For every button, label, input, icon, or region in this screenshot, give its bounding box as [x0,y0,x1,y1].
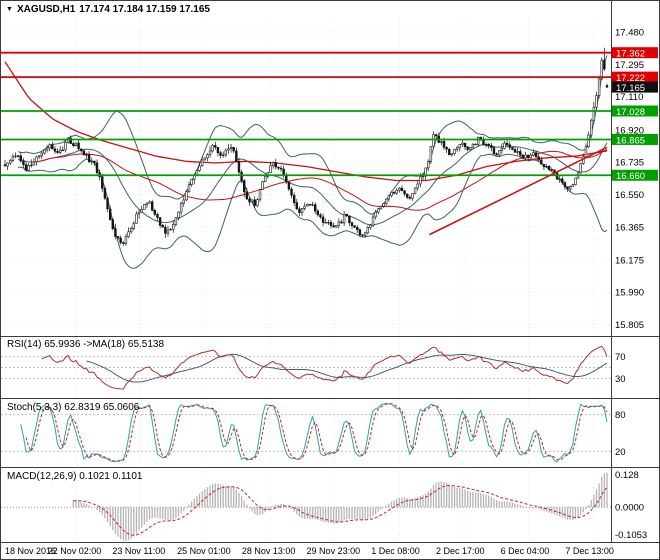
time-axis-label: 1 Dec 08:00 [371,546,420,556]
price-levels [1,51,611,177]
trendline [429,146,608,236]
resistance-badge [612,71,658,83]
current-price-badge-label: 17.165 [616,83,645,94]
resistance-badge-label: 17.362 [616,48,645,59]
price-axis[interactable]: 17.480 17.295 17.110 16.920 16.735 16.550 16.3… [612,28,658,541]
time-axis-label: 22 Nov 02:00 [47,546,102,556]
moving-average-slow [4,61,608,182]
stoch-tick-label: 20 [615,447,626,458]
price-tick-label: 16.365 [615,222,644,233]
time-axis-label: 18 Nov 2016 [5,546,57,556]
support-badge-label: 17.028 [616,107,645,118]
moving-average-fast [36,149,608,211]
time-axis-label: 29 Nov 23:00 [306,546,361,556]
symbol-dropdown-icon[interactable]: ▼ [6,6,13,13]
axis-background [612,1,659,559]
price-tick-label: 17.480 [615,28,644,39]
main-chart-area[interactable] [1,19,611,335]
support-badge [612,133,658,145]
rsi-line [41,345,608,390]
symbol-timeframe-title: XAGUSD,H1 [16,4,76,15]
price-tick-label: 17.110 [615,92,643,103]
stoch-d-line [25,403,608,462]
time-axis-label: 6 Dec 04:00 [500,546,550,556]
price-tick-label: 16.920 [615,125,644,136]
resistance-badge [612,47,658,59]
price-tick-label: 17.295 [615,60,644,71]
rsi-ma-line [86,353,608,383]
time-axis-label: 7 Dec 13:00 [565,546,614,556]
macd-indicator-label: MACD(12,26,9) 0.1021 0.1101 [7,471,143,482]
panel-borders [1,1,659,543]
support-badge [612,169,658,181]
rsi-tick-label: 70 [615,352,626,363]
current-price-badge [612,81,658,93]
ascending-trendline[interactable] [429,146,608,236]
time-axis-label: 25 Nov 01:00 [177,546,231,556]
support-badge-label: 16.865 [616,135,645,146]
time-axis-label: 23 Nov 11:00 [112,546,166,556]
price-tick-label: 16.175 [615,255,644,266]
ohlc-quote-text: 17.174 17.184 17.159 17.165 [79,4,210,15]
time-axis-label: 28 Nov 13:00 [241,546,296,556]
stoch-tick-label: 80 [615,410,626,421]
chart-header: ▼ XAGUSD,H1 17.174 17.184 17.159 17.165 [6,4,210,15]
macd-tick-label: 0.128 [615,470,639,481]
resistance-badge-label: 17.222 [616,73,645,84]
price-tick-label: 15.990 [615,288,644,299]
stoch-indicator-label: Stoch(5,3,3) 62.8319 65.0606 [7,402,140,413]
rsi-indicator-label: RSI(14) 65.9936 ->MA(18) 65.5138 [7,339,165,350]
rsi-tick-label: 30 [615,374,626,385]
price-tick-label: 16.550 [615,190,644,201]
time-axis[interactable]: 18 Nov 2016 22 Nov 02:00 23 Nov 11:00 25 No… [1,544,659,559]
support-badge-label: 16.660 [616,171,645,182]
time-axis-label: 2 Dec 17:00 [435,546,485,556]
price-tick-label: 16.735 [615,158,644,169]
macd-tick-label: 0.0000 [615,503,644,514]
support-badge [612,105,658,117]
price-tick-label: 15.805 [615,320,644,331]
macd-tick-label: -0.1053 [615,530,647,541]
